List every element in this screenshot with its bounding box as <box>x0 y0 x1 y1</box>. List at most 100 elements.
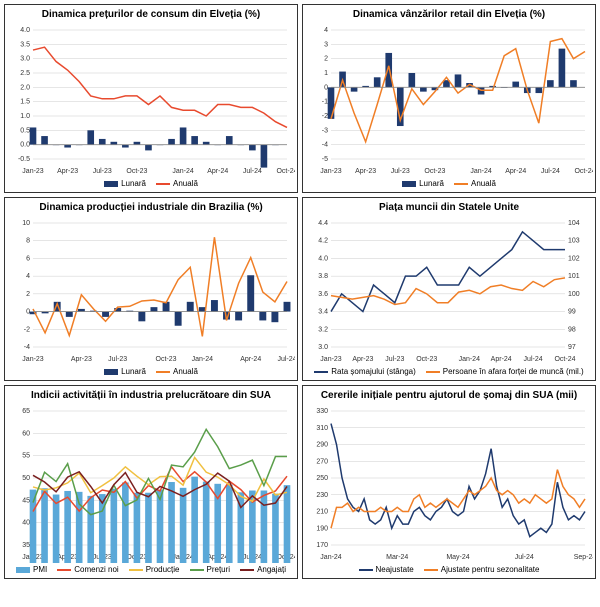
chart-panel-p5: Indicii activității în industria prelucr… <box>4 385 298 579</box>
svg-text:99: 99 <box>568 309 576 316</box>
chart-legend: Rata șomajului (stânga) Persoane în afara… <box>303 365 595 380</box>
chart-legend: Neajustate Ajustate pentru sezonalitate <box>303 563 595 578</box>
chart-panel-p6: Cererile inițiale pentru ajutorul de șom… <box>302 385 596 579</box>
svg-text:4.4: 4.4 <box>318 220 328 227</box>
legend-label: Lunară <box>121 367 146 376</box>
chart-panel-p3: Dinamica producției industriale din Braz… <box>4 197 298 381</box>
legend-item: Lunară <box>104 179 146 188</box>
legend-label: Prețuri <box>207 565 231 574</box>
svg-text:6: 6 <box>26 255 30 262</box>
svg-text:0.0: 0.0 <box>20 142 30 149</box>
legend-label: Anuală <box>173 367 198 376</box>
svg-text:Oct-23: Oct-23 <box>156 356 177 363</box>
svg-text:250: 250 <box>316 475 328 482</box>
legend-item: Comenzi noi <box>57 565 118 574</box>
svg-text:190: 190 <box>316 525 328 532</box>
svg-text:Apr-23: Apr-23 <box>71 356 92 363</box>
chart-area: 170190210230250270290310330Jan-24Mar-24M… <box>303 403 595 563</box>
legend-item: Neajustate <box>359 565 414 574</box>
svg-text:0: 0 <box>26 309 30 316</box>
svg-text:1.5: 1.5 <box>20 99 30 106</box>
svg-text:Jan-24: Jan-24 <box>172 168 194 175</box>
legend-label: Comenzi noi <box>74 565 118 574</box>
legend-swatch <box>57 569 71 571</box>
svg-text:Jul-23: Jul-23 <box>391 168 410 175</box>
svg-text:4: 4 <box>324 27 328 34</box>
svg-text:-5: -5 <box>322 156 328 163</box>
svg-text:-2: -2 <box>24 326 30 333</box>
svg-text:2.0: 2.0 <box>20 84 30 91</box>
legend-label: Anuală <box>173 179 198 188</box>
svg-text:-0.5: -0.5 <box>18 156 30 163</box>
legend-item: Producție <box>129 565 180 574</box>
svg-text:97: 97 <box>568 344 576 351</box>
svg-text:3.5: 3.5 <box>20 41 30 48</box>
svg-text:3.2: 3.2 <box>318 326 328 333</box>
chart-panel-p2: Dinamica vânzărilor retail din Elveția (… <box>302 4 596 193</box>
svg-text:Apr-24: Apr-24 <box>505 168 526 175</box>
svg-text:310: 310 <box>316 425 328 432</box>
legend-label: Rata șomajului (stânga) <box>331 367 415 376</box>
legend-swatch <box>424 569 438 571</box>
svg-text:230: 230 <box>316 492 328 499</box>
legend-swatch <box>104 181 118 187</box>
svg-text:Jan-23: Jan-23 <box>320 356 342 363</box>
svg-text:98: 98 <box>568 326 576 333</box>
svg-text:1.0: 1.0 <box>20 113 30 120</box>
svg-text:Jan-24: Jan-24 <box>459 356 481 363</box>
legend-item: Angajați <box>240 565 286 574</box>
svg-text:4.0: 4.0 <box>318 255 328 262</box>
legend-label: Lunară <box>121 179 146 188</box>
legend-item: Rata șomajului (stânga) <box>314 367 415 376</box>
chart-legend: Lunară Anuală <box>5 365 297 380</box>
svg-text:103: 103 <box>568 238 580 245</box>
legend-item: Persoane în afara forței de muncă (mil.) <box>426 367 584 376</box>
chart-title: Dinamica vânzărilor retail din Elveția (… <box>303 5 595 22</box>
svg-text:60: 60 <box>22 430 30 437</box>
svg-text:104: 104 <box>568 220 580 227</box>
svg-text:Apr-23: Apr-23 <box>57 168 78 175</box>
legend-swatch <box>426 371 440 373</box>
svg-text:Jan-24: Jan-24 <box>320 554 342 561</box>
svg-text:Jul-24: Jul-24 <box>515 554 534 561</box>
svg-text:Mar-24: Mar-24 <box>386 554 408 561</box>
legend-swatch <box>16 567 30 573</box>
svg-text:4.2: 4.2 <box>318 238 328 245</box>
svg-text:Sep-24: Sep-24 <box>574 554 593 561</box>
chart-title: Cererile inițiale pentru ajutorul de șom… <box>303 386 595 403</box>
svg-text:Jul-24: Jul-24 <box>243 168 262 175</box>
svg-text:50: 50 <box>22 475 30 482</box>
svg-text:0: 0 <box>324 84 328 91</box>
legend-item: Prețuri <box>190 565 231 574</box>
svg-text:Jul-23: Jul-23 <box>93 168 112 175</box>
svg-text:290: 290 <box>316 442 328 449</box>
legend-label: Producție <box>146 565 180 574</box>
svg-text:Jan-23: Jan-23 <box>22 356 44 363</box>
svg-text:-4: -4 <box>322 142 328 149</box>
svg-text:-3: -3 <box>322 127 328 134</box>
svg-text:210: 210 <box>316 509 328 516</box>
legend-swatch <box>129 569 143 571</box>
svg-text:8: 8 <box>26 238 30 245</box>
legend-swatch <box>359 569 373 571</box>
legend-item: Ajustate pentru sezonalitate <box>424 565 540 574</box>
legend-swatch <box>240 569 254 571</box>
chart-title: Indicii activității în industria prelucr… <box>5 386 297 403</box>
chart-title: Piața muncii din Statele Unite <box>303 198 595 215</box>
svg-text:Oct-23: Oct-23 <box>126 168 147 175</box>
svg-text:Jan-23: Jan-23 <box>320 168 342 175</box>
svg-text:170: 170 <box>316 542 328 549</box>
svg-text:Jul-24: Jul-24 <box>524 356 543 363</box>
legend-item: Anuală <box>454 179 496 188</box>
svg-text:0.5: 0.5 <box>20 127 30 134</box>
svg-text:3.6: 3.6 <box>318 291 328 298</box>
svg-text:Apr-23: Apr-23 <box>355 168 376 175</box>
chart-panel-p4: Piața muncii din Statele Unite3.03.23.43… <box>302 197 596 381</box>
chart-legend: Lunară Anuală <box>5 177 297 192</box>
legend-swatch <box>454 183 468 185</box>
svg-text:-2: -2 <box>322 113 328 120</box>
svg-text:Jan-24: Jan-24 <box>470 168 492 175</box>
svg-text:3.8: 3.8 <box>318 273 328 280</box>
svg-text:Oct-24: Oct-24 <box>554 356 575 363</box>
chart-legend: LunarăAnuală <box>303 177 595 192</box>
